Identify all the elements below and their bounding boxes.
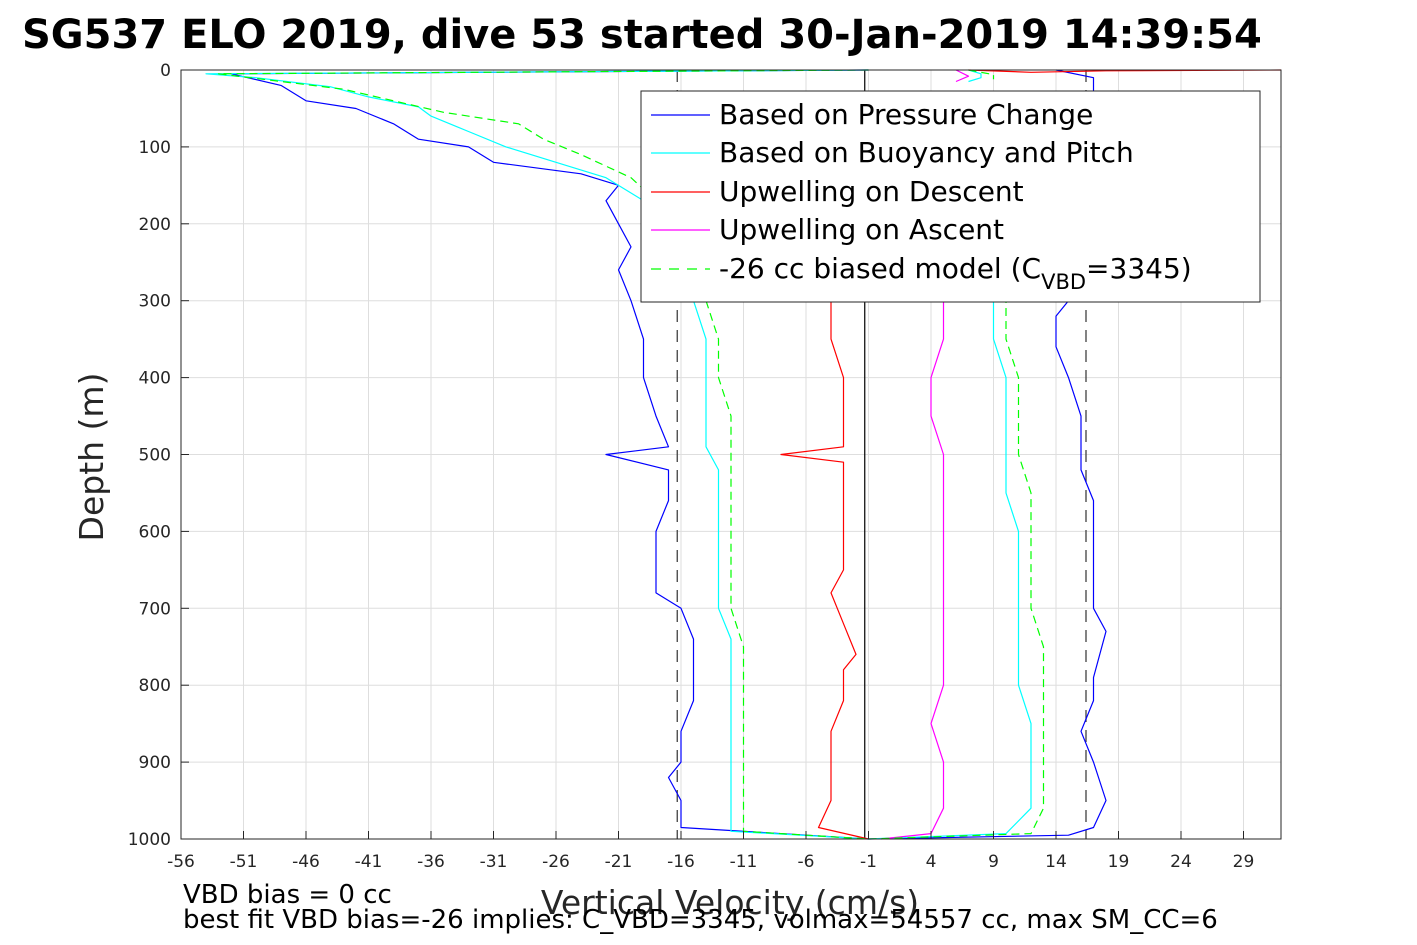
legend-entry-buoyancy-pitch: Based on Buoyancy and Pitch xyxy=(719,136,1134,169)
y-tick-label: 300 xyxy=(139,292,171,312)
y-tick-label: 0 xyxy=(160,61,171,81)
x-tick-label: -46 xyxy=(292,852,320,872)
y-tick-label: 600 xyxy=(139,522,171,542)
x-tick-label: -51 xyxy=(230,852,258,872)
x-tick-label: 29 xyxy=(1233,852,1255,872)
legend-entry-upwelling-descent: Upwelling on Descent xyxy=(719,175,1024,208)
legend-biased-subscript: VBD xyxy=(1041,270,1086,294)
x-tick-label: -6 xyxy=(798,852,815,872)
y-tick-label: 200 xyxy=(139,215,171,235)
x-tick-label: -26 xyxy=(542,852,570,872)
series-line-based-on-pressure-change xyxy=(868,300,1107,840)
x-tick-label: -36 xyxy=(417,852,445,872)
y-tick-label: 1000 xyxy=(128,830,171,850)
x-tick-label: 19 xyxy=(1108,852,1130,872)
series-line-upwelling-on-ascent xyxy=(955,69,970,83)
x-tick-label: -16 xyxy=(667,852,695,872)
x-tick-label: -56 xyxy=(167,852,195,872)
y-axis-label: Depth (m) xyxy=(72,373,111,542)
x-tick-label: 24 xyxy=(1170,852,1192,872)
series-line-based-on-pressure-change xyxy=(1055,69,1095,94)
x-axis-ticks: -56 -51 -46 -41 -36 -31 -26 -21 -16 -11 -6 -1 4 9 14 19… xyxy=(167,831,1254,872)
legend-entry-pressure-change: Based on Pressure Change xyxy=(719,98,1093,131)
series-line-26-cc-biased-model-c-vbd-3345 xyxy=(217,69,869,225)
legend-biased-suffix: =3345) xyxy=(1086,252,1192,285)
y-tick-label: 700 xyxy=(139,599,171,619)
series-line-based-on-buoyancy-and-pitch xyxy=(205,69,869,225)
footer-vbd-bias: VBD bias = 0 cc xyxy=(183,880,392,910)
footer-best-fit: best fit VBD bias=-26 implies: C_VBD=334… xyxy=(183,905,1218,935)
series-line-based-on-buoyancy-and-pitch xyxy=(868,300,1032,840)
series-line-26-cc-biased-model-c-vbd-3345 xyxy=(705,300,869,840)
x-tick-label: 14 xyxy=(1045,852,1067,872)
series-line-based-on-buoyancy-and-pitch xyxy=(692,300,869,840)
legend-box xyxy=(640,90,1261,303)
y-tick-label: 500 xyxy=(139,446,171,466)
series-line-based-on-buoyancy-and-pitch xyxy=(968,69,982,83)
x-tick-label: 9 xyxy=(988,852,999,872)
x-tick-label: -31 xyxy=(480,852,508,872)
x-tick-label: -11 xyxy=(730,852,758,872)
legend-entry-biased-model: -26 cc biased model (CVBD=3345) xyxy=(719,252,1192,294)
x-tick-label: -1 xyxy=(860,852,877,872)
series-line-based-on-pressure-change xyxy=(230,69,869,840)
legend-samples xyxy=(651,114,710,270)
series-line-upwelling-on-ascent xyxy=(880,300,945,840)
series-line-upwelling-on-descent xyxy=(780,300,869,840)
legend-entry-upwelling-ascent: Upwelling on Ascent xyxy=(719,213,1004,246)
series-line-26-cc-biased-model-c-vbd-3345 xyxy=(968,69,995,80)
x-tick-label: -41 xyxy=(355,852,383,872)
y-axis-ticks: 0 100 200 300 400 500 600 700 800 900 1000 xyxy=(128,61,189,850)
series-line-26-cc-biased-model-c-vbd-3345 xyxy=(868,300,1045,840)
y-tick-label: 100 xyxy=(139,138,171,158)
y-tick-label: 400 xyxy=(139,369,171,389)
x-tick-label: 4 xyxy=(926,852,937,872)
y-tick-label: 900 xyxy=(139,753,171,773)
y-tick-label: 800 xyxy=(139,676,171,696)
chart-title: SG537 ELO 2019, dive 53 started 30-Jan-2… xyxy=(22,12,1262,58)
legend: Based on Pressure Change Based on Buoyan… xyxy=(640,90,1261,303)
x-axis-label: Vertical Velocity (cm/s) xyxy=(541,883,919,922)
legend-biased-prefix: -26 cc biased model (C xyxy=(719,252,1041,285)
x-tick-label: -21 xyxy=(605,852,633,872)
